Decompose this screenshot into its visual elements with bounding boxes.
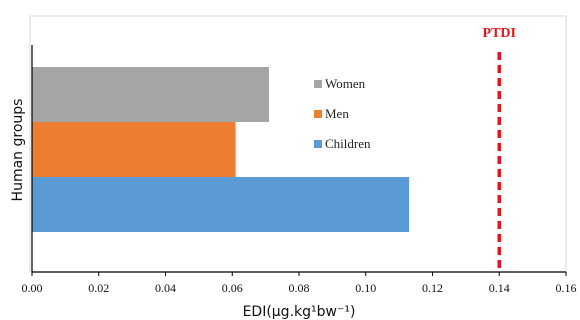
x-tick-label: 0.16 <box>556 281 577 295</box>
legend: Women Men Children <box>314 76 371 151</box>
bar-women <box>32 67 269 122</box>
x-tick-label: 0.06 <box>222 281 243 295</box>
bar-children <box>32 177 410 232</box>
x-tick-label: 0.12 <box>422 281 443 295</box>
x-tick-label: 0.00 <box>22 281 43 295</box>
x-tick-label: 0.02 <box>88 281 109 295</box>
ptdi-label: PTDI <box>483 26 516 41</box>
x-axis-label: EDI(µg.kg¹bw⁻¹) <box>243 304 356 320</box>
x-tick-label: 0.04 <box>155 281 176 295</box>
legend-label-women: Women <box>325 76 366 91</box>
legend-swatch-children <box>314 140 322 148</box>
legend-label-children: Children <box>325 136 371 151</box>
legend-swatch-men <box>314 110 322 118</box>
legend-swatch-women <box>314 80 322 88</box>
x-tick-label: 0.08 <box>289 281 310 295</box>
y-axis-label: Human groups <box>10 99 26 202</box>
x-ticks-layer: 0.00 0.02 0.04 0.06 0.08 0.10 0.12 0.14 0.16 <box>22 272 577 295</box>
bars-layer <box>32 67 410 232</box>
bar-men <box>32 122 236 177</box>
x-tick-label: 0.14 <box>489 281 510 295</box>
reference-layer: PTDI <box>483 26 516 272</box>
legend-label-men: Men <box>325 106 349 121</box>
x-tick-label: 0.10 <box>355 281 376 295</box>
